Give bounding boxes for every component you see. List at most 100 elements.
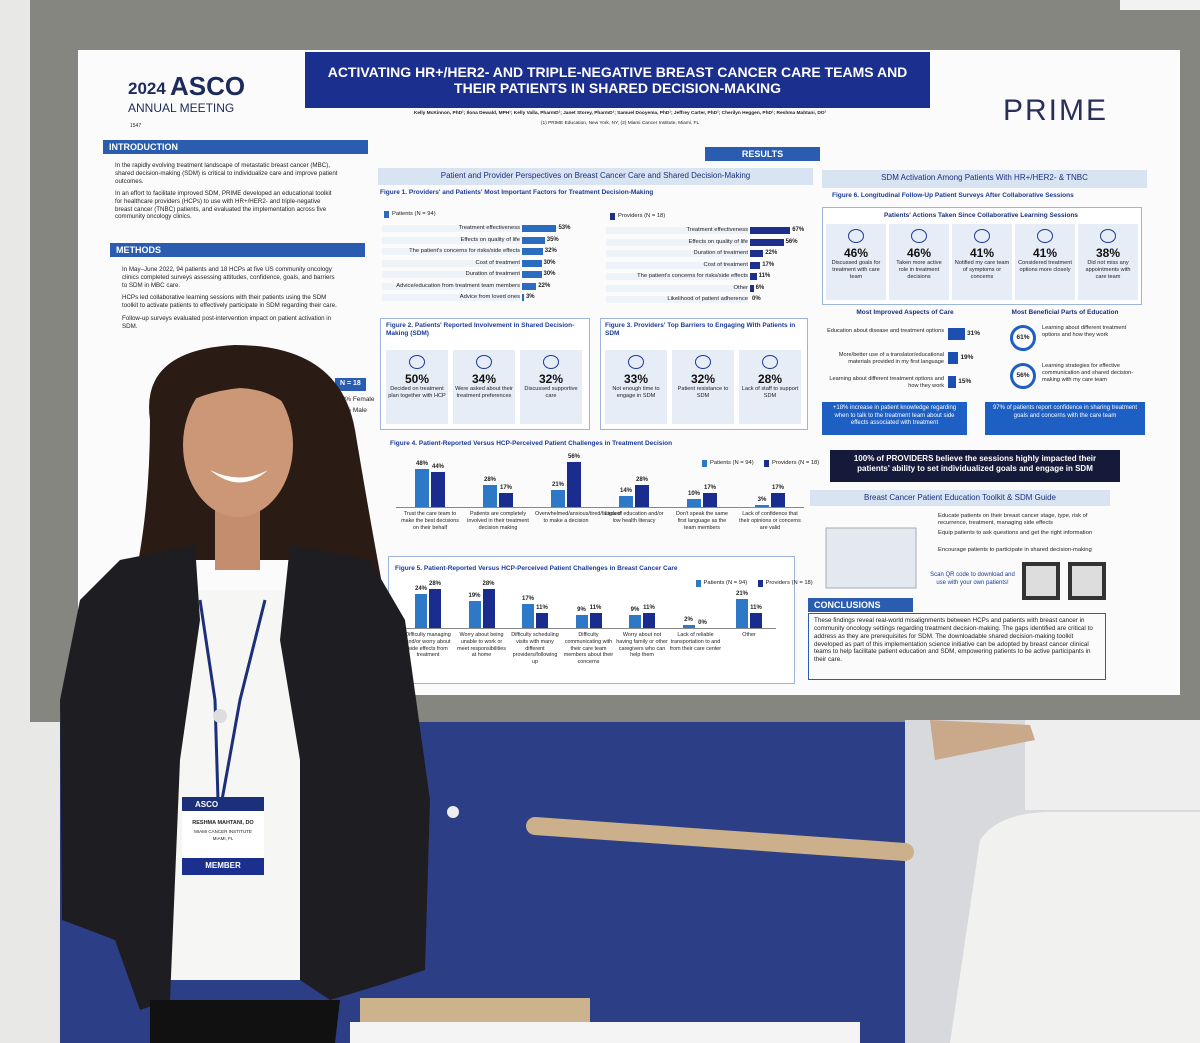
value-label: 17% <box>703 485 716 492</box>
stat-value: 41% <box>1032 246 1058 260</box>
value-label: 3% <box>525 294 535 300</box>
section-heading: INTRODUCTION <box>103 140 368 154</box>
category-label: Don't speak the same first language as t… <box>676 511 728 531</box>
table-cell: 22% Male <box>338 407 367 414</box>
bar-label: The patient's concerns for risks/side ef… <box>382 248 520 256</box>
bar <box>522 604 534 628</box>
value-label: 28% <box>483 476 496 483</box>
authors: Kelly McKinnon, PhD¹; Ilona Dewald, MPH¹… <box>413 111 827 116</box>
value-label: 56% <box>567 454 580 461</box>
bar <box>567 462 581 507</box>
bar <box>522 294 524 301</box>
table-header: N = 18 <box>335 378 366 391</box>
bar <box>483 484 497 507</box>
stat-label: Discussed supportive care <box>524 386 578 399</box>
badge-institution: MIAMI CANCER INSTITUTE <box>194 829 252 834</box>
bar <box>415 468 429 507</box>
bar-label: Effects on quality of life <box>606 238 748 246</box>
bar <box>522 259 542 267</box>
stat-value: 50% <box>404 372 430 386</box>
bar <box>750 612 762 628</box>
meeting-year: 2024 <box>128 79 166 98</box>
value-label: 67% <box>792 227 805 233</box>
value-label: 21% <box>551 482 564 489</box>
figure-title: Figure 1. Providers' and Patients' Most … <box>380 189 654 196</box>
value-label: 31% <box>967 330 981 337</box>
value-label: 0% <box>752 296 761 302</box>
category-label: Worry about not having family or other c… <box>616 632 668 659</box>
bar-label: Duration of treatment <box>606 250 748 258</box>
value-label: 0% <box>698 620 707 626</box>
bar-label: Cost of treatment <box>606 261 748 269</box>
category-label: Difficulty communicating with their care… <box>563 632 614 665</box>
bar-label: More/better use of a translator/educatio… <box>838 352 944 365</box>
bar <box>482 588 495 628</box>
bar-label: Learning about different treatment optio… <box>829 376 944 389</box>
bar-label: Advice from loved ones <box>382 294 520 302</box>
axis-line <box>396 507 804 508</box>
stat-value: 33% <box>623 372 649 386</box>
bar <box>635 484 649 507</box>
stat-value: 61% <box>1016 334 1030 341</box>
axis-line <box>401 628 776 629</box>
category-label: Lack of education and/or low health lite… <box>604 511 664 524</box>
bullet: HCPs led collaborative learning sessions… <box>122 294 337 309</box>
panel-title: Breast Cancer Patient Education Toolkit … <box>810 490 1110 506</box>
value-label: 24% <box>414 586 427 593</box>
figure-title: Figure 3. Providers' Top Barriers to Eng… <box>605 322 796 337</box>
stat-icon <box>848 229 864 243</box>
value-label: 32% <box>544 248 557 254</box>
stat-icon <box>409 355 425 369</box>
value-label: 22% <box>765 250 778 256</box>
category-label: Difficulty managing and/or worry about s… <box>405 632 451 659</box>
value-label: 2% <box>684 617 693 624</box>
stat-value: 46% <box>906 246 932 260</box>
category-label: Trust the care team to make the best dec… <box>401 511 459 531</box>
bar <box>522 236 545 244</box>
value-label: 17% <box>521 596 534 603</box>
bar <box>431 471 445 507</box>
bar-label: Other <box>606 284 748 292</box>
value-label: 28% <box>428 580 441 587</box>
bar <box>415 594 427 628</box>
value-label: 11% <box>758 273 771 279</box>
panel-title: SDM Activation Among Patients With HR+/H… <box>822 170 1147 188</box>
legend: Providers (N = 18) <box>757 580 813 588</box>
providers-banner: 100% of PROVIDERS believe the sessions h… <box>830 450 1120 482</box>
affiliations: (1) PRIME Education, New York, NY; (2) M… <box>540 121 700 126</box>
bar <box>575 615 588 628</box>
bar <box>536 612 548 628</box>
stat-label: Decided on treatment plan together with … <box>388 386 446 399</box>
table-cell: 78% Female <box>338 396 375 403</box>
legend: Patients (N = 94) <box>702 460 754 468</box>
logo: PRIME <box>1003 94 1109 127</box>
bar <box>522 225 557 232</box>
bar <box>948 328 966 340</box>
stat-icon <box>628 355 644 369</box>
stat-label: Were asked about their treatment prefere… <box>455 386 513 399</box>
value-label: 9% <box>577 607 586 614</box>
qr-note: Scan QR code to download and use with yo… <box>930 572 1015 586</box>
figure-title: Figure 6. Longitudinal Follow-Up Patient… <box>832 192 1074 199</box>
category-label: Difficulty scheduling visits with many d… <box>511 632 559 665</box>
stat-icon <box>1100 229 1116 243</box>
bar <box>750 273 757 280</box>
bar-label: Effects on quality of life <box>382 236 520 244</box>
figure-subtitle: Most Improved Aspects of Care <box>856 309 954 316</box>
bar <box>750 284 754 292</box>
stat-icon <box>762 355 778 369</box>
bar <box>522 282 537 290</box>
highlight: +18% increase in patient knowledge regar… <box>822 402 967 435</box>
section-heading: CONCLUSIONS <box>808 598 913 612</box>
meeting-subtitle: ANNUAL MEETING <box>128 101 235 115</box>
value-label: 11% <box>750 604 762 611</box>
meeting-name: ASCO <box>170 71 246 101</box>
bar-label: Education about disease and treatment op… <box>827 328 944 334</box>
stat-label: Taken more active role in treatment deci… <box>896 260 942 280</box>
category-label: Overwhelmed/anxious/tired/fatigued to ma… <box>535 511 621 524</box>
stat-icon <box>695 355 711 369</box>
bar-label: Duration of treatment <box>382 271 520 279</box>
category-label: Lack of reliable transportation to and f… <box>669 632 722 652</box>
bar <box>771 493 785 507</box>
